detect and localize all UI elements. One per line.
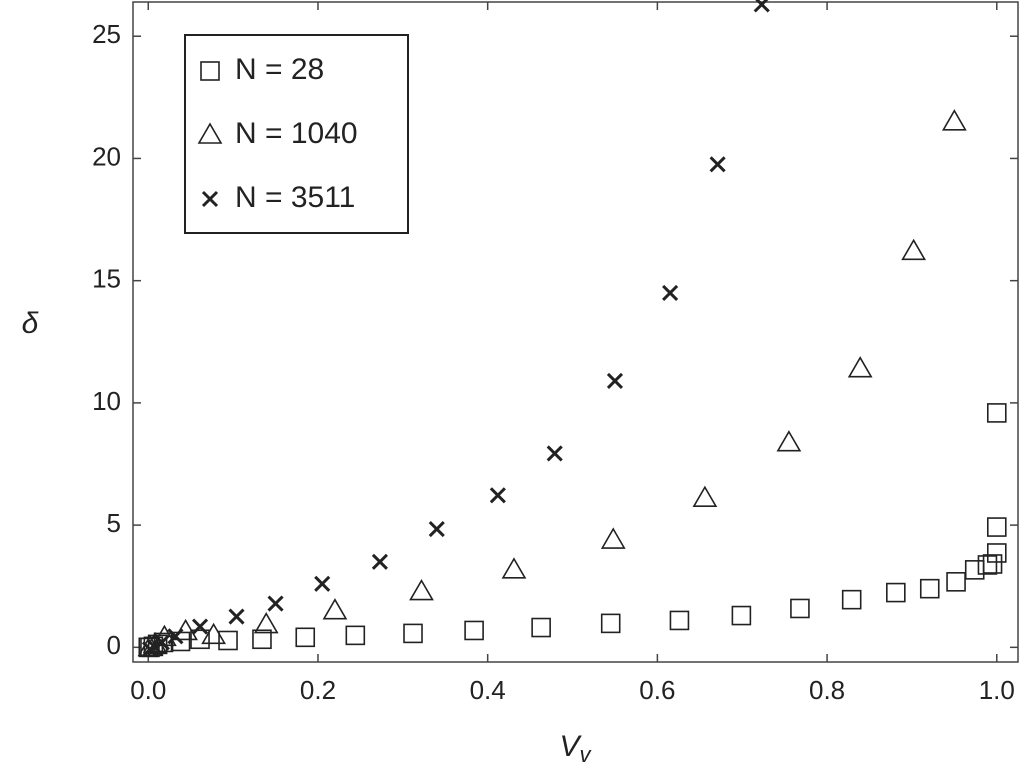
y-tick-label: 15 [92,264,121,294]
x-axis-label: Vv [559,730,592,767]
cross-marker [662,284,679,301]
y-tick-label: 20 [92,141,121,171]
cross-marker [201,190,219,208]
square-marker [986,403,1007,423]
triangle-marker [201,622,226,645]
triangle-marker [409,579,434,601]
square-marker [964,560,985,580]
square-marker [345,625,366,646]
x-tick-label: 0.2 [300,675,336,705]
cross-marker [191,618,209,635]
square-marker [986,517,1007,537]
square-marker [669,610,690,631]
triangle-marker [600,527,626,549]
square-marker [218,630,238,651]
cross-marker [167,628,184,645]
y-tick-label: 5 [107,508,121,538]
square-marker [531,617,551,638]
cross-marker [709,156,726,173]
y-tick-label: 25 [92,19,121,49]
square-marker [252,629,272,650]
square-marker [790,598,810,619]
y-tick-label: 10 [92,386,121,416]
cross-marker [753,0,770,13]
cross-marker [371,553,388,570]
cross-marker [606,372,624,389]
x-tick-label: 0.8 [809,675,845,705]
square-marker [946,572,966,592]
square-marker [919,578,940,599]
x-tick-label: 0.6 [639,675,675,705]
x-tick-label: 0.4 [470,675,506,705]
triangle-marker [322,598,348,620]
square-marker [731,605,752,626]
square-marker [295,627,316,648]
plot-frame [132,1,1019,663]
legend-label: N = 1040 [235,117,358,150]
y-tick-label: 0 [107,630,121,660]
square-marker [200,61,220,81]
cross-marker [141,641,159,658]
triangle-marker [501,557,527,579]
triangle-marker [901,238,927,261]
triangle-marker [197,122,223,144]
legend-box [184,34,409,234]
square-marker [886,582,906,603]
cross-marker [489,487,506,504]
square-marker [600,613,621,634]
x-axis-label-main: V [559,730,582,763]
y-axis-label: δ [22,307,39,340]
square-marker [403,623,423,644]
square-marker [464,620,484,641]
legend-label: N = 28 [235,53,324,86]
triangle-marker [847,356,873,378]
triangle-marker [941,109,967,131]
square-marker [982,554,1003,574]
x-tick-label: 0.0 [130,675,166,705]
triangle-marker [253,612,279,634]
triangle-marker [692,485,718,508]
cross-marker [428,520,445,538]
cross-marker [314,575,331,592]
square-marker [986,543,1007,563]
cross-marker [546,445,563,462]
cross-marker [228,608,245,625]
x-tick-label: 1.0 [979,675,1015,705]
cross-marker [267,595,284,612]
cross-marker [153,634,170,651]
triangle-marker [776,430,802,452]
legend-label: N = 3511 [235,181,355,214]
x-axis-label-sub: v [580,742,593,767]
square-marker [841,589,862,610]
